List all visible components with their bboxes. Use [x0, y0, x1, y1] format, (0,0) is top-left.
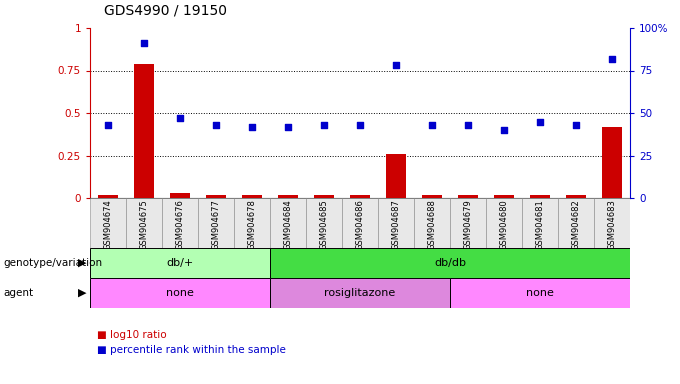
Point: [318, 122, 329, 128]
Bar: [270, 278, 450, 308]
Point: [175, 115, 186, 121]
Text: none: none: [526, 288, 554, 298]
Bar: [242, 195, 262, 198]
Bar: [486, 198, 522, 248]
Bar: [350, 195, 370, 198]
Bar: [342, 198, 378, 248]
Bar: [314, 195, 334, 198]
Bar: [386, 154, 406, 198]
Text: GSM904676: GSM904676: [175, 199, 184, 250]
Text: ▶: ▶: [78, 258, 86, 268]
Point: [607, 56, 617, 62]
Bar: [90, 198, 126, 248]
Point: [426, 122, 437, 128]
Bar: [414, 198, 450, 248]
Text: GSM904680: GSM904680: [500, 199, 509, 250]
Text: none: none: [166, 288, 194, 298]
Bar: [494, 195, 514, 198]
Bar: [162, 198, 198, 248]
Text: ■ log10 ratio: ■ log10 ratio: [97, 330, 167, 340]
Bar: [98, 195, 118, 198]
Point: [211, 122, 222, 128]
Bar: [126, 198, 162, 248]
Bar: [530, 195, 550, 198]
Bar: [270, 248, 630, 278]
Bar: [90, 248, 270, 278]
Text: GSM904674: GSM904674: [103, 199, 112, 250]
Bar: [378, 198, 414, 248]
Bar: [134, 64, 154, 198]
Text: GSM904678: GSM904678: [248, 199, 256, 250]
Point: [498, 127, 509, 133]
Point: [139, 40, 150, 46]
Text: GSM904688: GSM904688: [428, 199, 437, 250]
Bar: [450, 198, 486, 248]
Bar: [594, 198, 630, 248]
Point: [534, 118, 545, 124]
Text: agent: agent: [3, 288, 33, 298]
Point: [571, 122, 581, 128]
Point: [354, 122, 365, 128]
Bar: [234, 198, 270, 248]
Bar: [422, 195, 442, 198]
Bar: [566, 195, 586, 198]
Point: [390, 62, 401, 68]
Text: GSM904681: GSM904681: [536, 199, 545, 250]
Text: GSM904683: GSM904683: [607, 199, 617, 250]
Bar: [206, 195, 226, 198]
Bar: [90, 278, 270, 308]
Text: GDS4990 / 19150: GDS4990 / 19150: [103, 4, 226, 18]
Bar: [170, 193, 190, 198]
Text: GSM904684: GSM904684: [284, 199, 292, 250]
Bar: [198, 198, 234, 248]
Text: rosiglitazone: rosiglitazone: [324, 288, 396, 298]
Bar: [602, 127, 622, 198]
Bar: [458, 195, 478, 198]
Point: [247, 124, 258, 130]
Bar: [278, 195, 298, 198]
Point: [462, 122, 473, 128]
Bar: [270, 198, 306, 248]
Text: GSM904687: GSM904687: [392, 199, 401, 250]
Text: GSM904685: GSM904685: [320, 199, 328, 250]
Bar: [450, 278, 630, 308]
Text: GSM904675: GSM904675: [139, 199, 148, 250]
Text: ▶: ▶: [78, 288, 86, 298]
Point: [283, 124, 294, 130]
Text: GSM904686: GSM904686: [356, 199, 364, 250]
Text: db/+: db/+: [167, 258, 194, 268]
Text: GSM904679: GSM904679: [464, 199, 473, 250]
Text: ■ percentile rank within the sample: ■ percentile rank within the sample: [97, 345, 286, 355]
Point: [103, 122, 114, 128]
Bar: [306, 198, 342, 248]
Bar: [522, 198, 558, 248]
Text: GSM904677: GSM904677: [211, 199, 220, 250]
Bar: [558, 198, 594, 248]
Text: GSM904682: GSM904682: [571, 199, 581, 250]
Text: genotype/variation: genotype/variation: [3, 258, 103, 268]
Text: db/db: db/db: [434, 258, 466, 268]
